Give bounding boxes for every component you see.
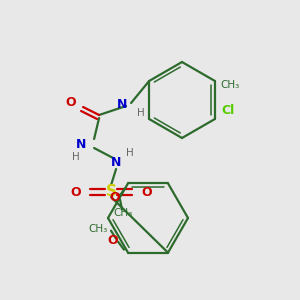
Text: O: O (110, 191, 120, 204)
Text: O: O (70, 185, 81, 199)
Text: N: N (117, 98, 127, 112)
Text: O: O (141, 185, 152, 199)
Text: N: N (111, 157, 121, 169)
Text: H: H (72, 152, 80, 162)
Text: N: N (76, 139, 86, 152)
Text: CH₃: CH₃ (220, 80, 239, 90)
Text: Cl: Cl (221, 104, 234, 118)
Text: CH₃: CH₃ (113, 208, 133, 218)
Text: H: H (137, 108, 145, 118)
Text: H: H (126, 148, 134, 158)
Text: O: O (107, 234, 118, 247)
Text: S: S (106, 184, 117, 199)
Text: O: O (65, 97, 76, 110)
Text: CH₃: CH₃ (89, 224, 108, 234)
